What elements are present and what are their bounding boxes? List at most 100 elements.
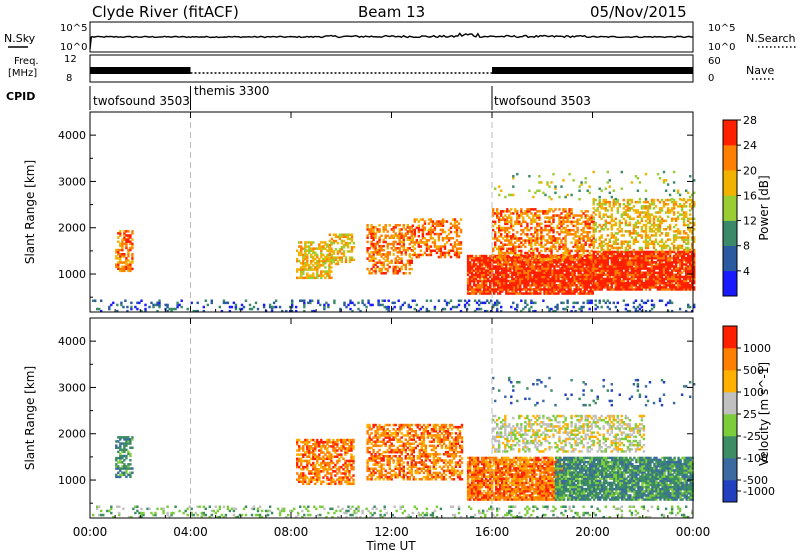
- data-cell: [541, 263, 544, 266]
- data-cell: [580, 210, 583, 213]
- data-cell: [660, 232, 664, 235]
- data-cell: [298, 438, 301, 442]
- data-cell: [581, 273, 584, 277]
- data-cell: [638, 211, 642, 214]
- data-cell: [612, 203, 615, 206]
- data-cell: [565, 265, 568, 268]
- data-cell: [296, 457, 299, 461]
- data-cell: [666, 273, 670, 277]
- data-cell: [642, 271, 646, 274]
- data-cell: [676, 288, 680, 291]
- data-cell: [300, 245, 303, 248]
- data-cell: [624, 273, 628, 277]
- data-cell: [598, 223, 601, 227]
- data-cell: [498, 251, 501, 255]
- data-cell: [299, 299, 302, 302]
- data-cell: [658, 211, 662, 214]
- data-cell: [156, 301, 159, 305]
- noise-right-label: N.Search: [746, 32, 796, 45]
- data-cell: [513, 279, 516, 283]
- data-cell: [115, 255, 118, 258]
- data-cell: [658, 288, 662, 291]
- data-cell: [384, 228, 387, 231]
- data-cell: [668, 259, 672, 262]
- data-cell: [547, 275, 550, 279]
- data-cell: [501, 275, 504, 279]
- data-cell: [586, 237, 589, 240]
- data-cell: [368, 269, 371, 273]
- data-cell: [592, 288, 595, 291]
- data-cell: [577, 275, 580, 279]
- data-cell: [660, 252, 664, 256]
- data-cell: [334, 233, 338, 236]
- data-cell: [549, 284, 552, 287]
- data-cell: [658, 250, 662, 254]
- data-cell: [129, 265, 132, 268]
- data-cell: [662, 228, 666, 231]
- data-cell: [415, 253, 418, 257]
- data-cell: [630, 288, 634, 291]
- data-cell: [592, 223, 595, 227]
- data-cell: [532, 214, 535, 217]
- data-cell: [660, 250, 664, 254]
- data-cell: [618, 230, 621, 233]
- data-cell: [497, 292, 500, 295]
- data-cell: [521, 288, 524, 291]
- data-cell: [348, 256, 352, 259]
- data-cell: [564, 249, 567, 253]
- data-cell: [310, 266, 313, 269]
- data-cell: [596, 225, 599, 229]
- data-cell: [340, 235, 344, 239]
- data-cell: [392, 234, 395, 237]
- data-cell: [558, 220, 561, 224]
- data-cell: [658, 267, 662, 270]
- noise-panel: N.Sky 10^5 10^0 10^5 10^0 N.Search: [4, 21, 798, 53]
- data-cell: [504, 231, 507, 234]
- data-cell: [376, 228, 379, 231]
- data-cell: [493, 273, 496, 277]
- data-cell: [560, 212, 563, 215]
- data-cell: [330, 247, 333, 250]
- data-cell: [644, 242, 648, 246]
- data-cell: [576, 228, 579, 232]
- data-cell: [336, 262, 340, 266]
- data-cell: [281, 309, 284, 313]
- data-cell: [513, 261, 516, 264]
- data-cell: [298, 474, 301, 477]
- data-cell: [468, 284, 472, 287]
- data-cell: [483, 269, 486, 272]
- data-cell: [682, 286, 686, 289]
- data-cell: [520, 212, 523, 215]
- data-cell: [691, 252, 694, 256]
- data-cell: [474, 271, 478, 274]
- data-cell: [522, 243, 525, 246]
- data-cell: [552, 218, 555, 221]
- data-cell: [413, 253, 416, 257]
- data-cell: [634, 265, 638, 268]
- data-cell: [501, 263, 504, 266]
- data-cell: [489, 265, 492, 268]
- data-cell: [630, 286, 634, 289]
- data-cell: [666, 288, 670, 291]
- data-cell: [612, 275, 615, 279]
- data-cell: [512, 177, 515, 180]
- data-cell: [652, 284, 656, 287]
- data-cell: [511, 292, 514, 295]
- data-cell: [636, 265, 640, 268]
- data-cell: [556, 226, 559, 230]
- data-cell: [654, 238, 658, 241]
- data-cell: [551, 288, 554, 291]
- data-cell: [582, 243, 585, 246]
- data-cell: [429, 218, 433, 221]
- data-cell: [634, 286, 638, 289]
- data-cell: [324, 440, 327, 444]
- data-cell: [592, 267, 595, 270]
- data-cell: [608, 269, 611, 272]
- data-cell: [674, 254, 678, 258]
- data-cell: [340, 252, 344, 255]
- data-cell: [652, 252, 656, 256]
- noise-tick-left-bottom: 10^0: [60, 42, 87, 53]
- data-cell: [585, 284, 588, 287]
- data-cell: [306, 468, 309, 471]
- data-cell: [560, 253, 563, 257]
